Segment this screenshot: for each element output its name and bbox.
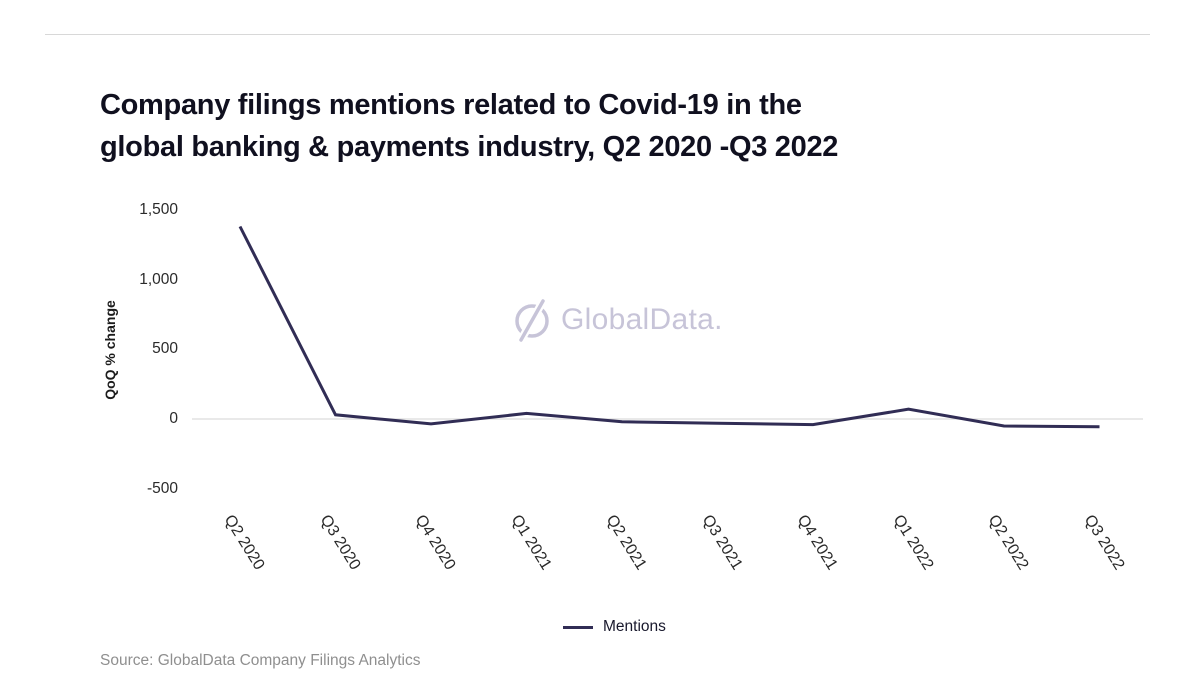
x-axis-label: Q1 2021 bbox=[507, 512, 555, 574]
x-axis-label: Q4 2021 bbox=[793, 512, 841, 574]
watermark: GlobalData. bbox=[512, 298, 723, 342]
page-title-line2: global banking & payments industry, Q2 2… bbox=[100, 131, 839, 163]
y-tick-label: 1,000 bbox=[139, 270, 178, 288]
legend-line-icon bbox=[563, 625, 593, 629]
y-tick-label: -500 bbox=[146, 479, 178, 497]
legend-label: Mentions bbox=[603, 618, 666, 635]
y-axis-tick-labels: 1,500 1,000 500 0 -500 bbox=[70, 0, 178, 540]
mentions-series-line bbox=[238, 225, 1100, 429]
x-axis-label: Q3 2022 bbox=[1080, 512, 1128, 574]
x-axis-label: Q3 2020 bbox=[316, 512, 364, 574]
page-title: Company filings mentions related to Covi… bbox=[100, 84, 1050, 168]
y-tick-label: 1,500 bbox=[139, 200, 178, 218]
x-axis-label: Q2 2022 bbox=[984, 512, 1032, 574]
x-axis-label: Q3 2021 bbox=[698, 512, 746, 574]
x-axis-label: Q2 2021 bbox=[602, 512, 650, 574]
globaldata-logo-icon bbox=[515, 299, 549, 342]
chart-legend: Mentions bbox=[563, 618, 666, 636]
y-tick-label: 500 bbox=[152, 340, 178, 358]
y-tick-label: 0 bbox=[169, 410, 178, 427]
top-divider bbox=[45, 34, 1150, 35]
source-text: Source: GlobalData Company Filings Analy… bbox=[100, 652, 421, 669]
x-axis-label: Q1 2022 bbox=[889, 512, 937, 574]
x-axis-label: Q2 2020 bbox=[220, 512, 268, 574]
page-title-line1: Company filings mentions related to Covi… bbox=[100, 89, 802, 121]
x-axis-label: Q4 2020 bbox=[411, 512, 459, 574]
watermark-text: GlobalData. bbox=[561, 303, 723, 336]
